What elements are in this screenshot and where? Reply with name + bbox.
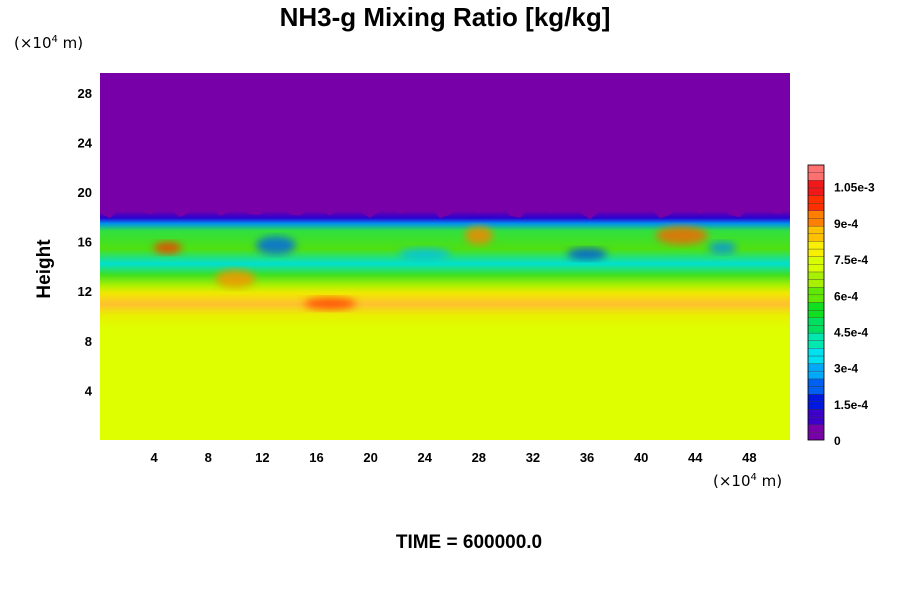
chart-title: NH3-g Mixing Ratio [kg/kg] [279, 2, 611, 32]
eddy-blob [255, 236, 296, 255]
y-tick-label: 20 [78, 185, 92, 200]
colorbar-swatch [807, 363, 825, 372]
colorbar-labels: 0 1.5e-4 3e-4 4.5e-4 6e-4 7.5e-4 9e-4 1.05e-3 [834, 181, 875, 448]
x-tick-label: 28 [472, 450, 486, 465]
colorbar-swatch [807, 302, 825, 311]
eddy-blob [215, 269, 256, 288]
colorbar-tick-label: 0 [834, 434, 841, 448]
colorbar-swatch [807, 371, 825, 380]
colorbar-swatch [807, 309, 825, 318]
time-annotation: TIME = 600000.0 [395, 532, 543, 553]
x-tick-label: 12 [255, 450, 269, 465]
x-tick-label: 44 [688, 450, 703, 465]
colorbar-frame [807, 164, 825, 441]
x-tick-labels: 4 8 12 16 20 24 28 32 36 40 44 48 [151, 450, 757, 465]
y-tick-label: 12 [78, 284, 92, 299]
colorbar-swatch [807, 180, 825, 189]
y-axis-unit: (×104 m) [14, 34, 83, 52]
colorbar-swatch [807, 424, 825, 433]
colorbar-swatch [807, 332, 825, 341]
colorbar-swatch [807, 225, 825, 234]
colorbar-swatch [807, 348, 825, 357]
y-tick-label: 24 [78, 135, 93, 150]
colorbar-swatch [807, 248, 825, 257]
y-tick-labels: 4 8 12 16 20 24 28 [78, 86, 93, 399]
x-tick-label: 40 [634, 450, 648, 465]
x-tick-label: 4 [151, 450, 159, 465]
colorbar-swatch [807, 355, 825, 364]
colorbar-swatch [807, 233, 825, 242]
colorbar-tick-label: 1.05e-3 [834, 181, 875, 195]
colorbar-swatch [807, 416, 825, 425]
colorbar-tick-label: 9e-4 [834, 217, 858, 231]
colorbar-tick-label: 6e-4 [834, 289, 858, 303]
colorbar-swatch [807, 294, 825, 303]
y-unit-prefix: (×10 [14, 34, 52, 52]
colorbar-swatch [807, 432, 825, 441]
colorbar-swatch [807, 394, 825, 402]
colorbar-swatch [807, 203, 825, 211]
y-unit-suffix: m) [57, 34, 84, 52]
colorbar-swatch [807, 218, 825, 227]
colorbar-swatch [807, 172, 825, 181]
y-unit-exponent: 4 [51, 34, 58, 45]
colorbar-swatch [807, 241, 825, 250]
colorbar-swatch [807, 386, 825, 395]
colorbar-swatch [807, 409, 825, 418]
eddy-blob [708, 241, 737, 254]
x-unit-suffix: m) [756, 472, 783, 490]
x-unit-exponent: 4 [750, 472, 757, 483]
x-tick-label: 48 [742, 450, 756, 465]
colorbar-swatch [807, 325, 825, 334]
colorbar-tick-label: 7.5e-4 [834, 253, 868, 267]
y-tick-label: 4 [85, 383, 93, 398]
y-tick-label: 8 [85, 334, 92, 349]
eddy-blob [304, 297, 356, 310]
y-tick-label: 28 [78, 86, 92, 101]
heatmap-field [100, 73, 790, 440]
x-tick-label: 32 [526, 450, 540, 465]
eddy-blob [567, 248, 608, 261]
colorbar-tick-label: 4.5e-4 [834, 325, 868, 339]
x-unit-prefix: (×10 [713, 472, 751, 490]
colorbar-tick-label: 1.5e-4 [834, 398, 868, 412]
y-tick-label: 16 [78, 235, 92, 250]
eddy-blob [153, 241, 182, 254]
colorbar-swatch [807, 317, 825, 326]
eddy-blob [398, 248, 451, 261]
colorbar-swatch [807, 279, 825, 288]
colorbar-swatch [807, 187, 825, 196]
upper-region-edge [100, 73, 790, 220]
colorbar-swatch [807, 264, 825, 273]
x-tick-label: 8 [205, 450, 212, 465]
colorbar-swatch [807, 287, 825, 296]
colorbar-swatch [807, 340, 825, 349]
x-tick-label: 16 [309, 450, 323, 465]
x-axis-unit: (×104 m) [713, 472, 782, 490]
eddy-blob [655, 226, 708, 245]
x-tick-label: 20 [363, 450, 377, 465]
colorbar-swatch [807, 401, 825, 410]
colorbar [807, 164, 825, 441]
colorbar-swatch [807, 195, 825, 204]
x-tick-label: 24 [417, 450, 432, 465]
colorbar-swatch [807, 271, 825, 280]
eddy-blob [464, 226, 493, 245]
colorbar-swatch [807, 378, 825, 387]
colorbar-swatch [807, 256, 825, 265]
colorbar-swatch [807, 164, 825, 173]
colorbar-swatch [807, 210, 825, 219]
x-tick-label: 36 [580, 450, 594, 465]
colorbar-tick-label: 3e-4 [834, 362, 858, 376]
